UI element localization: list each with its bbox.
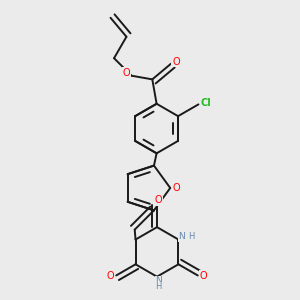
Text: Cl: Cl xyxy=(200,98,211,108)
Text: O: O xyxy=(155,195,163,205)
Text: O: O xyxy=(200,271,208,281)
Text: O: O xyxy=(122,68,130,78)
Text: O: O xyxy=(172,183,180,193)
Text: O: O xyxy=(172,57,180,67)
Text: O: O xyxy=(106,271,114,281)
Text: H: H xyxy=(188,232,194,242)
Text: N: N xyxy=(155,276,162,285)
Text: N: N xyxy=(178,232,185,242)
Text: H: H xyxy=(155,282,162,291)
